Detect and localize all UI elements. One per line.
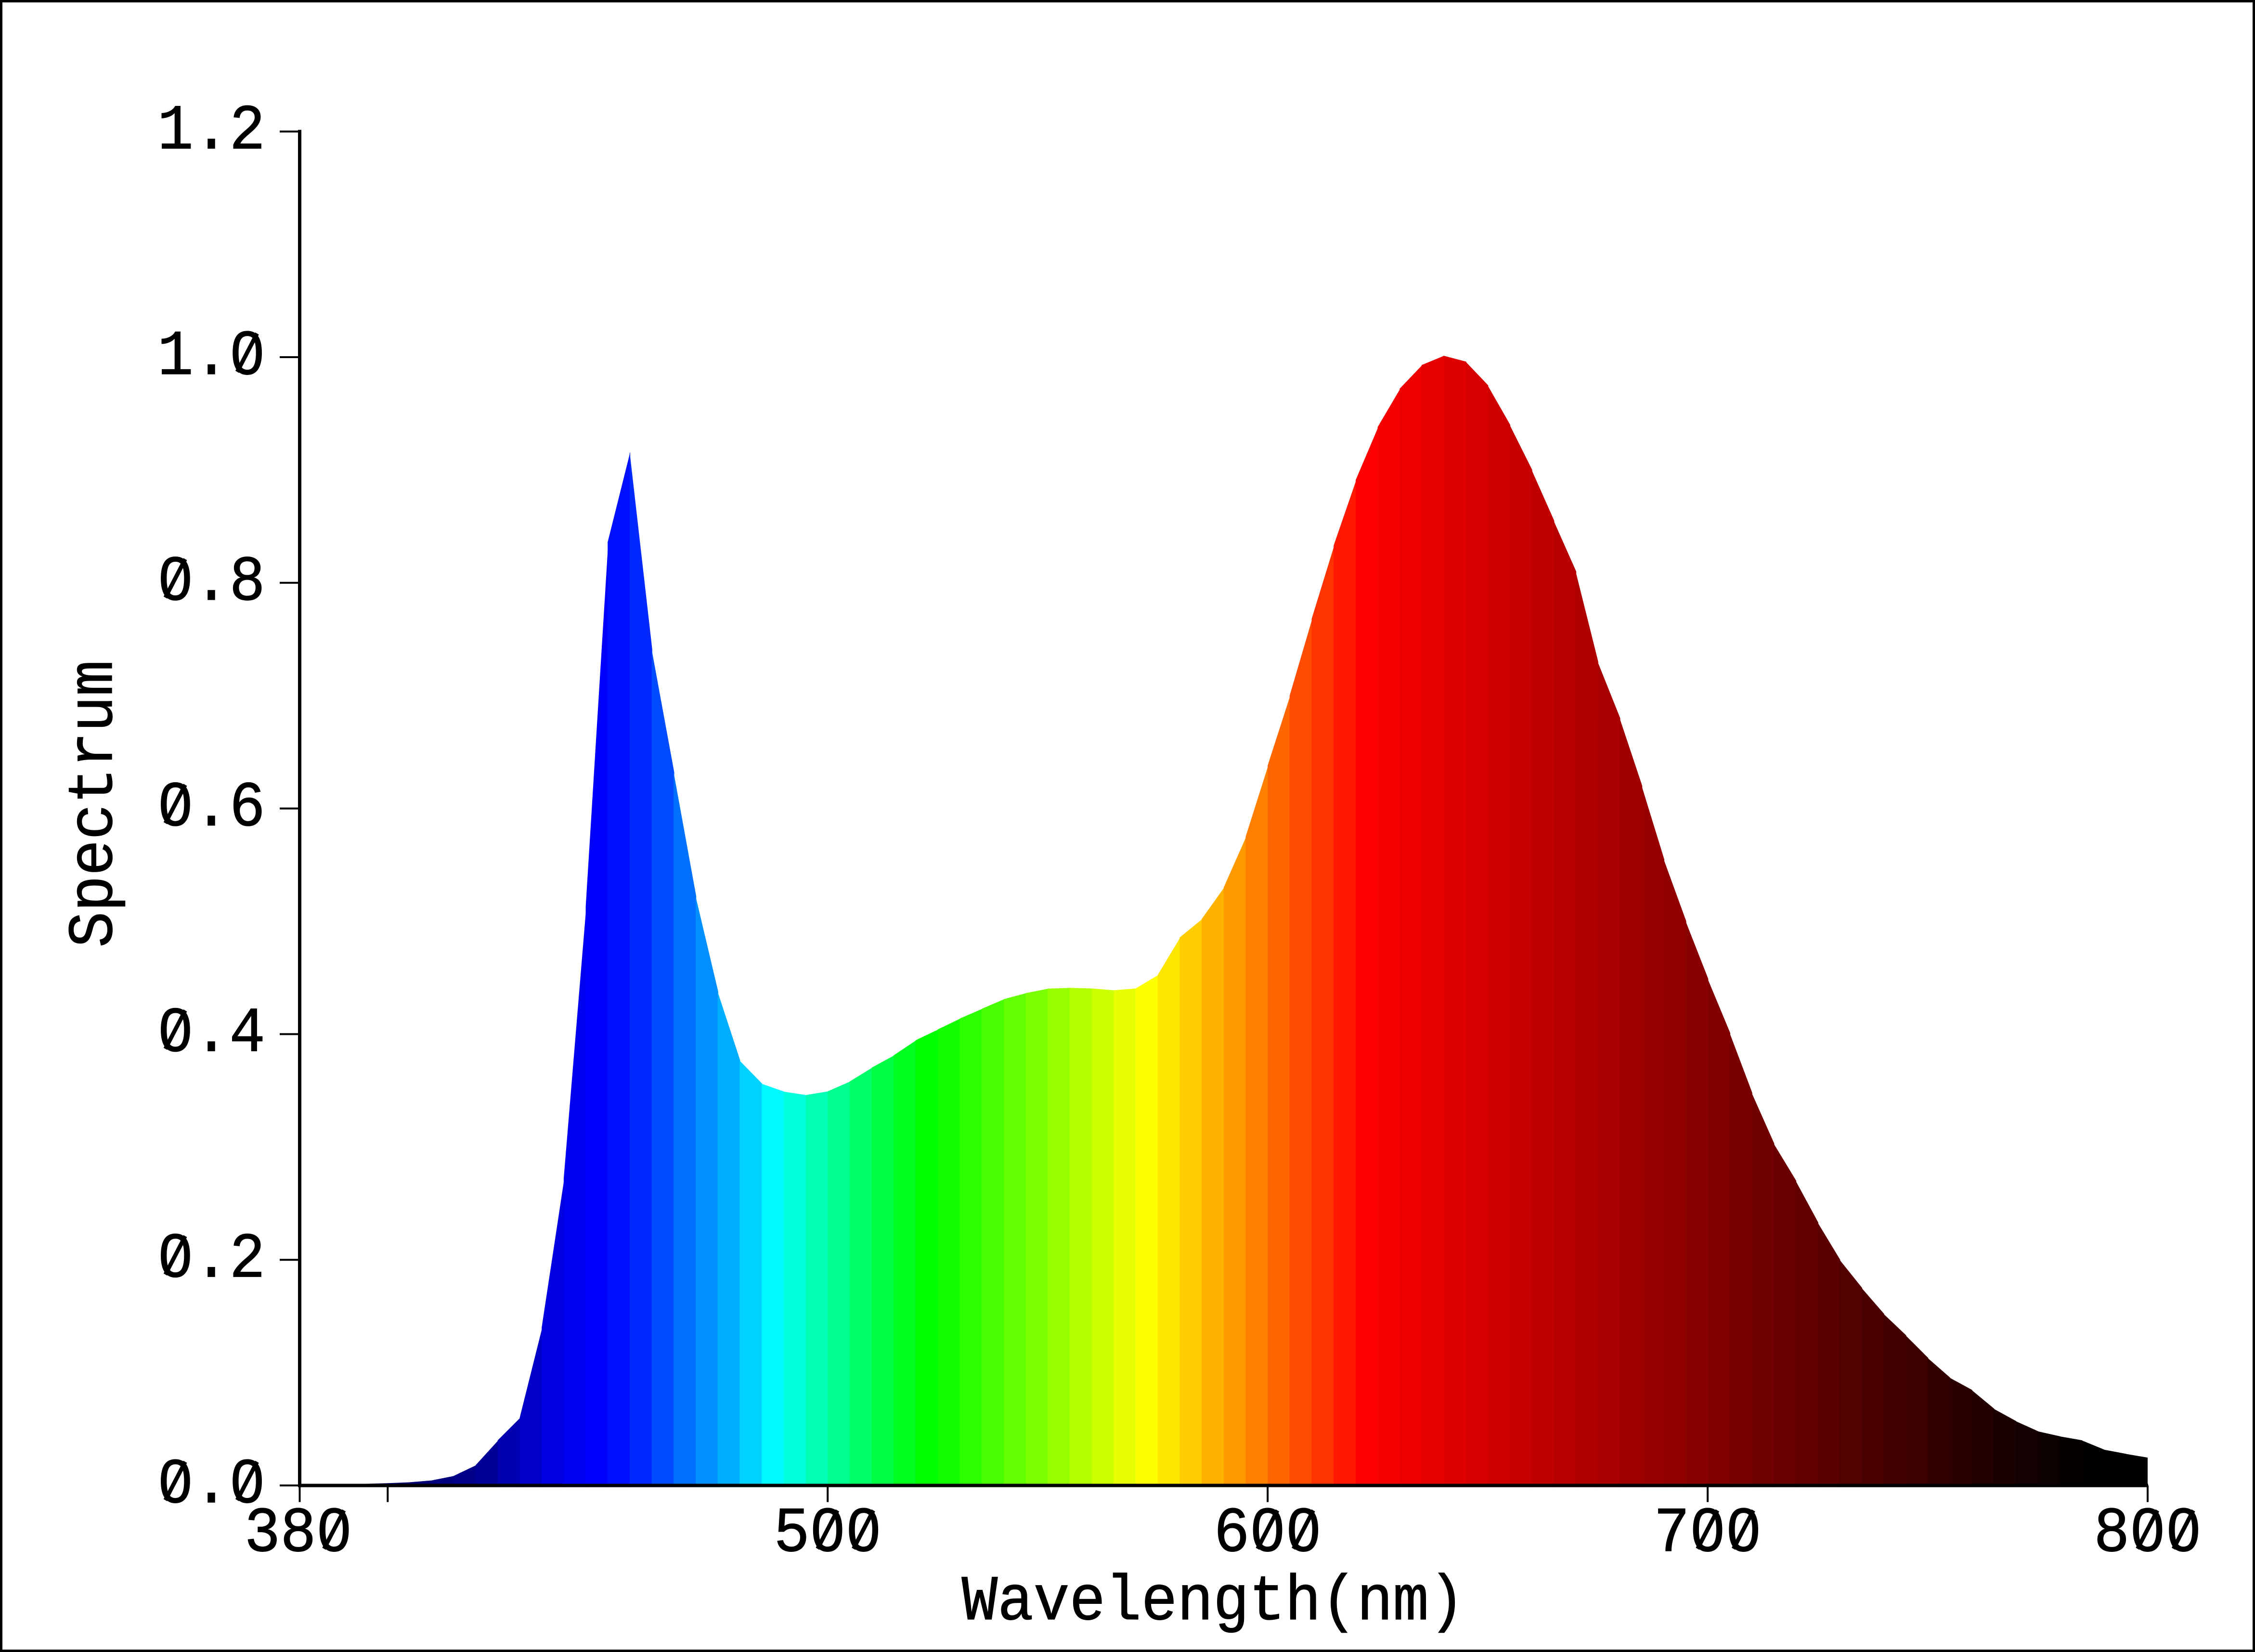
svg-text:0.2: 0.2 (157, 1224, 265, 1296)
svg-text:Wavelength(nm): Wavelength(nm) (962, 1566, 1465, 1639)
svg-text:1.2: 1.2 (157, 95, 265, 168)
svg-text:Spectrum: Spectrum (58, 660, 131, 947)
svg-text:0.4: 0.4 (157, 998, 265, 1071)
